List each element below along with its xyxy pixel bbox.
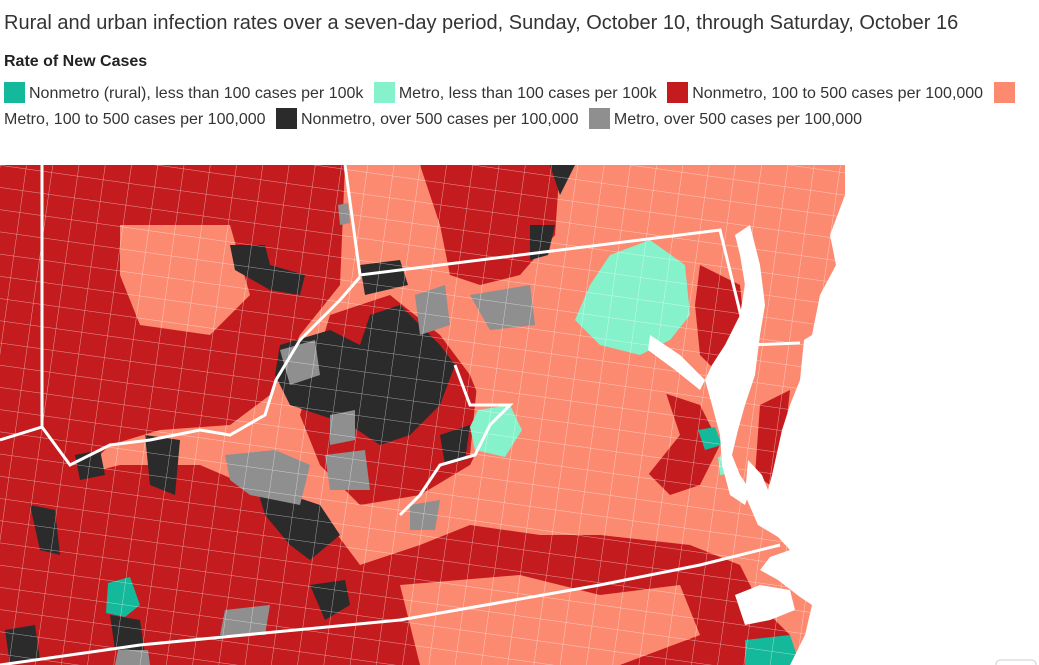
border-va-tn bbox=[0, 643, 141, 665]
legend-item-metro-low: Metro, less than 100 cases per 100k bbox=[373, 82, 657, 103]
legend-label: Nonmetro, 100 to 500 cases per 100,000 bbox=[692, 85, 984, 102]
legend-swatch bbox=[667, 82, 689, 103]
border-va-nc bbox=[139, 543, 781, 647]
legend-swatch bbox=[373, 82, 395, 103]
legend-item-nonmetro-low: Nonmetro (rural), less than 100 cases pe… bbox=[4, 82, 364, 103]
water-bodies bbox=[648, 225, 795, 625]
legend-item-nonmetro-high: Nonmetro, over 500 cases per 100,000 bbox=[275, 108, 579, 129]
county-lines bbox=[0, 165, 845, 665]
border-wv-va bbox=[0, 276, 362, 467]
legend-item-nonmetro-mid: Nonmetro, 100 to 500 cases per 100,000 bbox=[667, 82, 984, 103]
legend-item-metro-mid: Metro, 100 to 500 cases per 100,000 bbox=[4, 82, 1019, 128]
border-wv-east bbox=[398, 364, 514, 517]
chart-title: Rural and urban infection rates over a s… bbox=[4, 12, 959, 34]
potomac-river bbox=[648, 335, 705, 390]
legend-swatch bbox=[275, 108, 297, 129]
legend-label: Nonmetro, over 500 cases per 100,000 bbox=[300, 111, 579, 128]
legend-item-metro-high: Metro, over 500 cases per 100,000 bbox=[588, 108, 863, 129]
map-regions bbox=[0, 165, 845, 665]
legend-label: Metro, less than 100 cases per 100k bbox=[398, 85, 657, 102]
legend-swatch bbox=[588, 108, 610, 129]
chesapeake-bay bbox=[705, 225, 765, 505]
legend-title: Rate of New Cases bbox=[4, 53, 148, 70]
map-control-button[interactable] bbox=[995, 659, 1037, 665]
pamlico-sound bbox=[735, 585, 795, 625]
county-map[interactable] bbox=[0, 165, 1039, 665]
state-borders bbox=[0, 165, 801, 665]
border-pa-md bbox=[343, 165, 801, 347]
legend-label: Metro, 100 to 500 cases per 100,000 bbox=[4, 111, 266, 128]
legend-swatch bbox=[993, 82, 1015, 103]
legend: Nonmetro (rural), less than 100 cases pe… bbox=[4, 81, 1036, 133]
legend-swatch bbox=[4, 82, 25, 103]
legend-label: Nonmetro (rural), less than 100 cases pe… bbox=[29, 85, 364, 102]
legend-label: Metro, over 500 cases per 100,000 bbox=[613, 111, 863, 128]
